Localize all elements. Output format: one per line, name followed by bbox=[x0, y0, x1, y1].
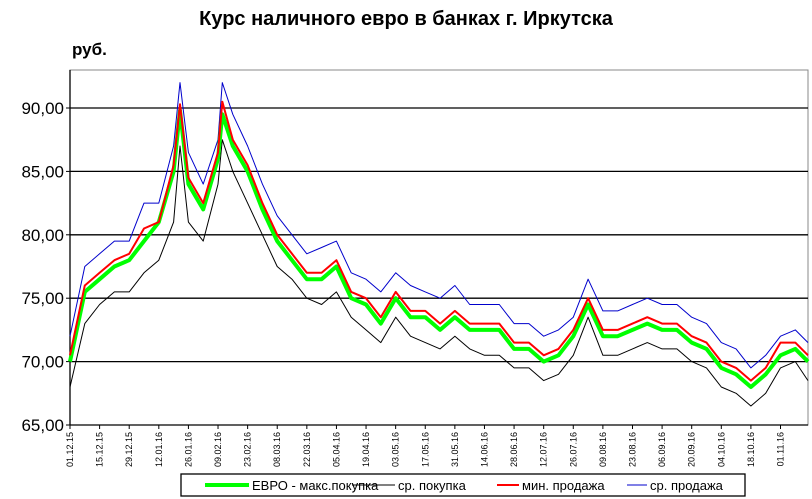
x-tick-label: 01.11.16 bbox=[776, 432, 786, 466]
y-tick-label: 70,00 bbox=[21, 353, 64, 372]
x-tick-label: 18.10.16 bbox=[746, 432, 756, 467]
y-tick-label: 85,00 bbox=[21, 162, 64, 181]
x-tick-label: 03.05.16 bbox=[391, 432, 401, 467]
legend-label-3: ср. продажа bbox=[650, 478, 724, 493]
x-tick-label: 09.08.16 bbox=[598, 432, 608, 467]
x-tick-label: 31.05.16 bbox=[450, 432, 460, 467]
x-tick-label: 26.01.16 bbox=[183, 432, 193, 467]
x-tick-label: 17.05.16 bbox=[420, 432, 430, 467]
x-tick-label: 22.03.16 bbox=[302, 432, 312, 467]
x-tick-label: 01.12.15 bbox=[65, 432, 75, 467]
x-tick-label: 26.07.16 bbox=[568, 432, 578, 467]
legend-label-2: мин. продажа bbox=[522, 478, 605, 493]
y-tick-label: 65,00 bbox=[21, 416, 64, 435]
y-tick-label: 90,00 bbox=[21, 99, 64, 118]
x-tick-label: 06.09.16 bbox=[657, 432, 667, 467]
x-tick-label: 12.01.16 bbox=[154, 432, 164, 467]
series-line-2 bbox=[69, 100, 809, 382]
x-tick-label: 12.07.16 bbox=[539, 432, 549, 467]
legend bbox=[180, 473, 746, 497]
x-tick-label: 15.12.15 bbox=[95, 432, 105, 467]
chart-title: Курс наличного евро в банках г. Иркутска bbox=[199, 8, 613, 30]
series-line-3 bbox=[69, 82, 809, 369]
x-tick-label: 19.04.16 bbox=[361, 432, 371, 467]
legend-label-1: ср. покупка bbox=[398, 478, 467, 493]
y-tick-label: 80,00 bbox=[21, 226, 64, 245]
x-tick-label: 29.12.15 bbox=[124, 432, 134, 467]
x-tick-label: 20.09.16 bbox=[687, 432, 697, 467]
legend-label-0: ЕВРО - макс.покупка bbox=[252, 478, 379, 493]
y-tick-label: 75,00 bbox=[21, 289, 64, 308]
x-tick-label: 08.03.16 bbox=[272, 432, 282, 467]
x-tick-label: 23.08.16 bbox=[627, 432, 637, 467]
series-line-1 bbox=[69, 139, 809, 407]
x-tick-label: 09.02.16 bbox=[213, 432, 223, 467]
x-tick-label: 05.04.16 bbox=[331, 432, 341, 467]
x-tick-label: 23.02.16 bbox=[243, 432, 253, 467]
x-tick-label: 28.06.16 bbox=[509, 432, 519, 467]
x-tick-label: 14.06.16 bbox=[479, 432, 489, 467]
y-axis-label: руб. bbox=[72, 40, 107, 59]
x-tick-label: 04.10.16 bbox=[716, 432, 726, 467]
